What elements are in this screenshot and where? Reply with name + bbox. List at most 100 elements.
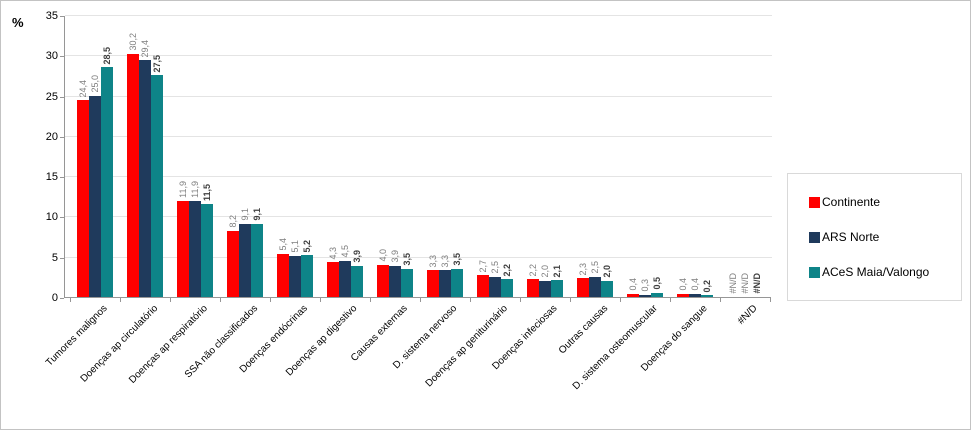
plot-area: 24,4 25,0 28,5 30,2 29,4 27,5 11,9 11,9 11,5 8,2 9… — [60, 15, 772, 302]
bar — [277, 253, 289, 297]
bar-value-label: 9,1 — [240, 208, 250, 221]
bar-value-label: 27,5 — [152, 54, 162, 73]
bar — [401, 268, 413, 297]
x-tick-mark — [370, 298, 371, 302]
bar — [89, 95, 101, 297]
bar-value-label: 9,1 — [252, 208, 262, 221]
bar — [177, 201, 189, 297]
bar — [651, 292, 663, 297]
x-tick-mark — [320, 298, 321, 302]
gridline — [65, 55, 772, 57]
bar — [427, 270, 439, 297]
legend-swatch-continente — [809, 196, 820, 208]
bar-value-label: 11,5 — [202, 184, 212, 202]
bar — [327, 262, 339, 297]
y-tick-mark — [60, 136, 64, 138]
bar — [601, 280, 613, 297]
y-tick-label: 30 — [45, 50, 58, 63]
bar-value-label: 3,5 — [452, 253, 462, 266]
x-category-label: D. sistema osteomuscular — [570, 303, 660, 393]
y-tick-label: 35 — [45, 10, 58, 22]
gridline — [65, 216, 772, 218]
bar — [127, 53, 139, 297]
bar-value-label: 5,1 — [290, 240, 300, 253]
x-tick-mark — [670, 298, 671, 302]
bar-value-label: 0,3 — [640, 279, 650, 292]
y-tick-mark — [60, 217, 64, 219]
y-tick-mark — [60, 257, 64, 259]
bar — [501, 279, 513, 297]
bar — [77, 100, 89, 297]
bar-value-label: 0,4 — [678, 278, 688, 291]
bar — [227, 230, 239, 297]
bar — [477, 275, 489, 297]
bar — [289, 255, 301, 297]
bar — [489, 276, 501, 297]
bar-value-label: 30,2 — [128, 33, 138, 51]
bar-value-label: 8,2 — [228, 215, 238, 228]
bar — [389, 265, 401, 297]
bar-value-label: 2,1 — [552, 264, 562, 278]
bar — [377, 264, 389, 297]
bar — [251, 223, 263, 297]
bar-value-label: 2,5 — [490, 261, 500, 274]
bar — [101, 67, 113, 297]
bar-value-label: 2,5 — [590, 261, 600, 274]
legend-label-aces-maia-valongo: ACeS Maia/Valongo — [822, 265, 930, 279]
x-tick-mark — [570, 298, 571, 302]
x-tick-mark — [620, 298, 621, 302]
bar-value-label: 11,9 — [178, 181, 188, 199]
bar-value-label: #N/D — [728, 273, 738, 294]
bar-value-label: 2,2 — [528, 263, 538, 277]
gridline — [65, 15, 772, 16]
y-tick-mark — [60, 298, 64, 299]
x-category-label: Doenças ap geniturinário — [423, 303, 510, 390]
bar — [701, 295, 713, 297]
bar — [301, 255, 313, 297]
legend-item-ars-norte: ARS Norte — [809, 230, 961, 244]
x-tick-mark — [420, 298, 421, 302]
bar-value-label: 24,4 — [78, 79, 88, 98]
bar-value-label: 3,3 — [428, 254, 438, 268]
bar-value-label: 3,9 — [352, 250, 362, 263]
y-tick-mark — [60, 177, 64, 179]
x-category-label: #N/D — [735, 303, 760, 327]
gridline — [65, 176, 772, 178]
y-tick-label: 25 — [45, 90, 58, 103]
x-category-label: Outras causas — [556, 303, 610, 357]
bar-value-label: 0,2 — [702, 279, 712, 293]
legend-label-ars-norte: ARS Norte — [822, 230, 880, 244]
bar-value-label: 0,4 — [690, 278, 700, 291]
bar — [239, 223, 251, 297]
bar-value-label: 5,2 — [302, 239, 312, 253]
bar — [201, 204, 213, 297]
bar-value-label: 4,3 — [328, 246, 338, 260]
legend-item-continente: Continente — [809, 195, 961, 209]
x-tick-mark — [720, 298, 721, 302]
bar — [439, 270, 451, 297]
gridline — [65, 95, 772, 97]
bar-value-label: 29,4 — [140, 39, 150, 58]
bar-value-label: 28,5 — [102, 46, 112, 65]
y-tick-label: 20 — [45, 130, 58, 143]
bar — [639, 294, 651, 297]
bar — [351, 265, 363, 297]
x-tick-mark — [470, 298, 471, 302]
bar-value-label: 4,5 — [340, 245, 350, 258]
bar-value-label: 3,3 — [440, 254, 450, 268]
y-tick-mark — [60, 16, 64, 17]
legend-swatch-aces-maia-valongo — [809, 266, 820, 278]
y-tick-mark — [60, 56, 64, 58]
bar — [677, 293, 689, 297]
x-tick-mark — [770, 298, 771, 302]
bar — [451, 268, 463, 297]
bar — [689, 293, 701, 297]
bar — [339, 260, 351, 297]
bar-value-label: 11,9 — [190, 181, 200, 199]
bar-value-label: 2,2 — [502, 263, 512, 277]
bar — [627, 293, 639, 297]
bar-value-label: 0,5 — [652, 277, 662, 290]
gridline — [65, 256, 772, 258]
bar-value-label: 2,3 — [578, 262, 588, 276]
x-tick-mark — [70, 298, 71, 302]
